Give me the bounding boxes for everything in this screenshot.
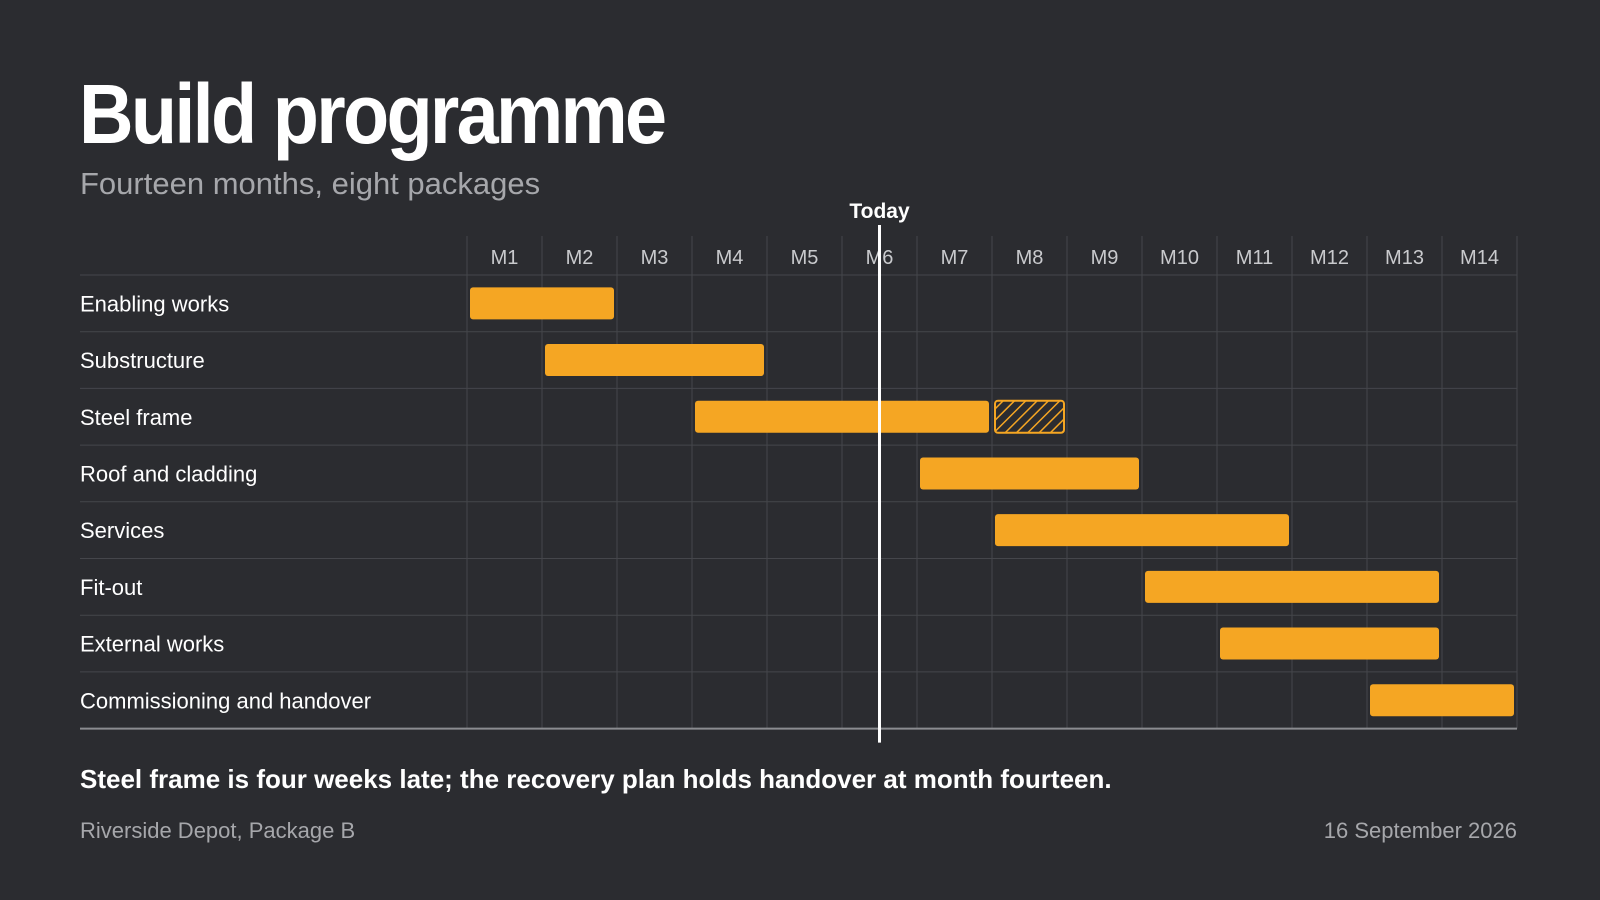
month-tick-label: M1 — [491, 247, 519, 269]
task-bar — [695, 400, 989, 433]
task-bar — [545, 344, 764, 377]
month-tick-label: M9 — [1091, 247, 1119, 269]
task-label: Roof and cladding — [80, 461, 257, 486]
month-axis: M1M2M3M4M5M6M7M8M9M10M11M12M13M14 — [491, 247, 1499, 269]
today-label: Today — [849, 200, 910, 223]
task-label: External works — [80, 632, 224, 657]
task-bar — [1145, 570, 1439, 603]
month-tick-label: M5 — [791, 247, 819, 269]
month-tick-label: M8 — [1016, 247, 1044, 269]
month-tick-label: M2 — [566, 247, 594, 269]
task-labels: Enabling works Substructure Steel frame Roo… — [80, 291, 371, 713]
month-tick-label: M7 — [941, 247, 969, 269]
slip-bar — [994, 399, 1065, 434]
month-tick-label: M14 — [1460, 247, 1499, 269]
task-bar — [1220, 627, 1439, 660]
month-tick-label: M13 — [1385, 247, 1424, 269]
month-tick-label: M11 — [1236, 247, 1273, 269]
task-bar — [920, 457, 1139, 490]
task-bars — [470, 287, 1514, 717]
task-label: Enabling works — [80, 291, 229, 316]
task-label: Substructure — [80, 348, 205, 373]
month-tick-label: M12 — [1310, 247, 1349, 269]
task-bar — [995, 514, 1289, 547]
task-label: Steel frame — [80, 405, 193, 430]
task-label: Commissioning and handover — [80, 688, 371, 713]
month-tick-label: M3 — [641, 247, 669, 269]
task-bar — [1370, 684, 1514, 717]
chart-takeaway: Steel frame is four weeks late; the reco… — [80, 764, 1112, 794]
source-note: Riverside Depot, Package B — [80, 818, 356, 843]
month-tick-label: M4 — [716, 247, 744, 269]
today-marker: Today — [849, 200, 910, 743]
page-title: Build programme — [79, 67, 667, 161]
page-subtitle: Fourteen months, eight packages — [80, 166, 541, 201]
report-date: 16 September 2026 — [1323, 818, 1517, 843]
month-tick-label: M10 — [1160, 247, 1199, 269]
task-bar — [470, 287, 614, 320]
task-label: Fit-out — [80, 575, 142, 600]
gantt-chart: M1M2M3M4M5M6M7M8M9M10M11M12M13M14 Enabli… — [80, 200, 1518, 743]
task-label: Services — [80, 518, 164, 543]
